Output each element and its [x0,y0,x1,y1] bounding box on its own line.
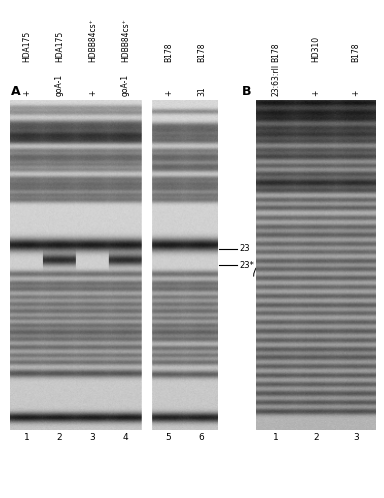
Text: 3: 3 [353,433,359,442]
Text: 23:63:rII: 23:63:rII [271,64,280,96]
Text: HDBB84cs⁺: HDBB84cs⁺ [88,18,97,62]
Text: 4: 4 [122,433,128,442]
Text: HD310: HD310 [311,36,321,62]
Text: B178: B178 [351,42,361,62]
FancyArrowPatch shape [254,267,257,276]
Text: HDBB84cs⁺: HDBB84cs⁺ [121,18,130,62]
Text: A: A [11,85,21,98]
Text: 31: 31 [197,86,206,96]
Text: 2: 2 [56,433,62,442]
Text: +: + [164,90,173,96]
Text: HDA175: HDA175 [22,31,31,62]
Text: HDA175: HDA175 [55,31,64,62]
Text: B178: B178 [164,42,173,62]
Text: B178: B178 [197,42,206,62]
Text: +: + [311,90,321,96]
Text: goA-1: goA-1 [121,74,130,96]
Text: 23: 23 [239,244,250,253]
Text: +: + [351,90,361,96]
Text: +: + [88,90,97,96]
Text: 5: 5 [166,433,171,442]
Text: 2: 2 [313,433,319,442]
Text: 1: 1 [23,433,29,442]
Text: 23*: 23* [239,260,254,269]
Text: 6: 6 [199,433,204,442]
Text: 1: 1 [273,433,279,442]
Text: +: + [22,90,31,96]
Text: goA-1: goA-1 [55,74,64,96]
Text: B178: B178 [271,42,280,62]
Text: B: B [242,85,252,98]
Text: 3: 3 [89,433,95,442]
